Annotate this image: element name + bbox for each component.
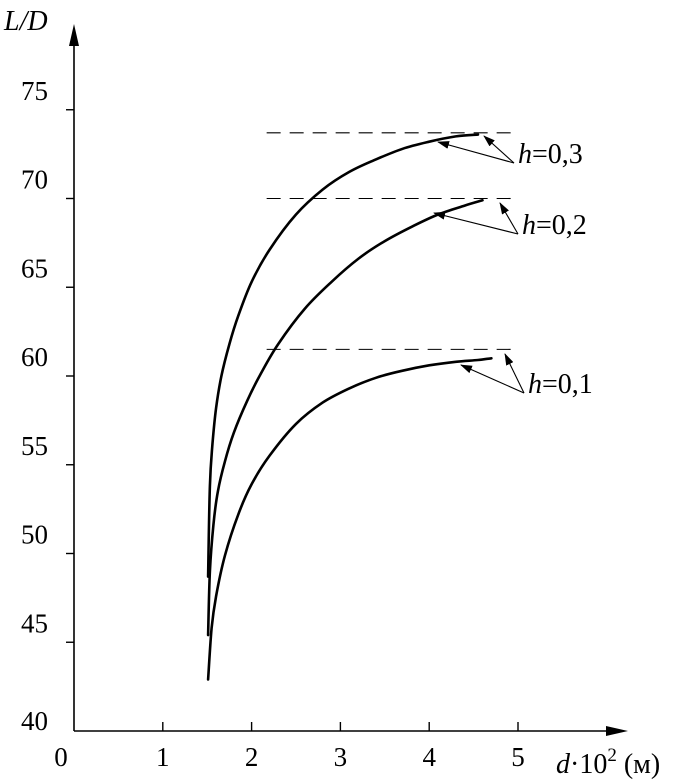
y-tick-label: 45 xyxy=(21,608,48,638)
series-line xyxy=(206,357,493,681)
series-label: h=0,3 xyxy=(518,139,583,170)
y-tick-label: 40 xyxy=(21,706,48,736)
series-label: h=0,1 xyxy=(528,369,593,400)
series-label-variable: h xyxy=(528,369,542,400)
x-tick-label: 5 xyxy=(511,742,525,772)
y-tick-label: 70 xyxy=(21,165,48,195)
series-label-variable: h xyxy=(522,210,536,241)
x-tick-label: 0 xyxy=(54,742,68,772)
series-label: h=0,2 xyxy=(522,210,587,241)
x-tick-label: 1 xyxy=(156,742,170,772)
x-tick-group: 0 1 2 3 4 5 xyxy=(54,722,525,772)
asymptote-label-arrow xyxy=(504,353,525,394)
y-tick-label: 50 xyxy=(21,520,48,550)
x-axis-label-multiplier: ·10 xyxy=(570,749,607,780)
asymptote-group xyxy=(266,132,513,350)
series-line xyxy=(206,199,484,637)
x-axis-label-unit: (м) xyxy=(617,749,660,780)
x-axis-label: d·102 (м) xyxy=(556,745,660,780)
series-label-value: =0,3 xyxy=(532,139,583,170)
y-tick-label: 60 xyxy=(21,342,48,372)
x-tick-label: 4 xyxy=(422,742,436,772)
asymptote-label-arrow xyxy=(483,135,515,164)
y-tick-label: 65 xyxy=(21,253,48,283)
axes xyxy=(69,24,628,736)
x-axis-label-variable: d xyxy=(556,749,571,780)
series-label-group: h=0,3h=0,2h=0,1 xyxy=(433,135,593,400)
series-line xyxy=(206,133,480,578)
y-axis-arrowhead xyxy=(69,24,79,46)
series-group xyxy=(206,133,493,681)
x-tick-label: 3 xyxy=(334,742,348,772)
y-tick-label: 55 xyxy=(21,431,48,461)
y-tick-group: 40 45 50 55 60 65 70 75 xyxy=(21,76,74,736)
series-label-arrow xyxy=(437,141,515,164)
series-label-variable: h xyxy=(518,139,532,170)
asymptote-label-arrow xyxy=(499,202,519,235)
y-axis-label: L/D xyxy=(3,6,48,37)
x-axis-label-exponent: 2 xyxy=(607,745,617,766)
series-label-value: =0,2 xyxy=(536,210,587,241)
series-label-arrow xyxy=(460,364,525,394)
series-label-arrow xyxy=(433,211,519,235)
series-label-value: =0,1 xyxy=(542,369,593,400)
y-tick-label: 75 xyxy=(21,76,48,106)
x-axis-arrowhead xyxy=(606,726,628,736)
x-tick-label: 2 xyxy=(245,742,259,772)
